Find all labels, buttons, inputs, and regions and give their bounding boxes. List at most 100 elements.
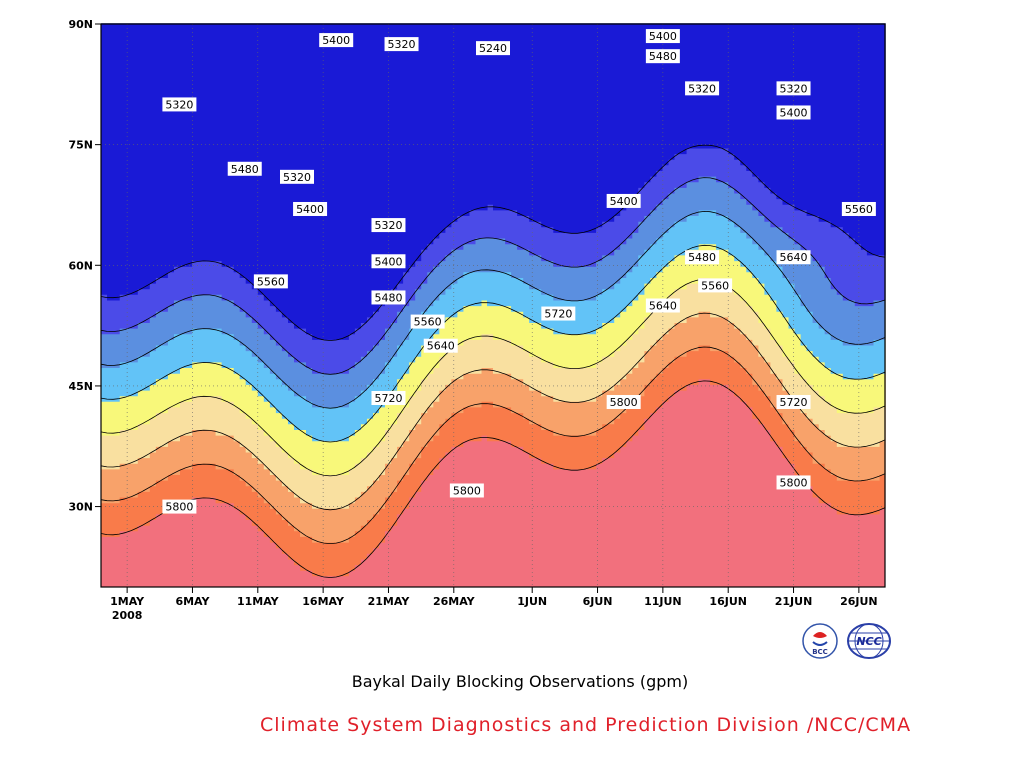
contour-labels: 5320 5480 5320 5400 5560 5400 5320 5240 5320 5400… [162,29,876,514]
svg-text:5400: 5400 [322,34,350,47]
svg-text:5400: 5400 [780,106,808,119]
x-tick-label: 26JUN [840,595,878,608]
svg-text:5320: 5320 [388,38,416,51]
svg-text:5480: 5480 [649,50,677,63]
contour-label: 5320 [371,218,406,233]
contour-label: 5720 [776,395,811,410]
contour-fills [101,23,886,577]
svg-text:5400: 5400 [374,255,402,268]
svg-text:5560: 5560 [257,275,285,288]
contour-label: 5720 [541,306,576,321]
plot-frame [100,23,886,588]
contour-label: 5400 [371,254,406,269]
contour-label: 5320 [384,37,419,52]
contour-label: 5480 [371,290,406,305]
contour-label: 5320 [776,81,811,96]
chart-caption: Baykal Daily Blocking Observations (gpm) [351,672,689,691]
svg-text:5560: 5560 [845,203,873,216]
svg-text:5400: 5400 [649,30,677,43]
contour-label: 5400 [319,33,354,48]
contour-label: 5560 [841,201,876,216]
contour-line-5800 [100,380,886,578]
svg-text:5800: 5800 [780,476,808,489]
bcc-logo: BCC [802,623,838,659]
svg-text:5240: 5240 [479,42,507,55]
svg-text:5320: 5320 [165,98,193,111]
x-tick-label: 26MAY [433,595,476,608]
y-axis: 30N 45N 60N 75N 90N [68,18,101,514]
contour-label: 5400 [293,201,328,216]
contour-label: 5320 [280,169,314,184]
contour-label: 5320 [685,81,720,96]
blocking-chart: 5320 5480 5320 5400 5560 5400 5320 5240 5320 5400… [68,18,886,622]
svg-text:5800: 5800 [610,396,638,409]
x-tick-label: 11JUN [644,595,682,608]
credit-line: Climate System Diagnostics and Predictio… [260,714,912,736]
x-tick-label: 6JUN [583,595,613,608]
contour-label: 5720 [371,390,406,405]
svg-text:5320: 5320 [688,82,716,95]
svg-text:5480: 5480 [231,163,259,176]
contour-label: 5800 [162,499,197,514]
svg-text:5720: 5720 [780,396,808,409]
y-tick-label: 30N [68,501,93,514]
x-tick-label: 16MAY [302,595,345,608]
svg-text:5720: 5720 [374,392,402,405]
contour-lines [100,144,886,578]
contour-label: 5400 [606,193,641,208]
svg-text:5560: 5560 [414,316,442,329]
svg-text:5320: 5320 [283,171,311,184]
contour-label: 5640 [645,298,680,313]
svg-text:5320: 5320 [374,219,402,232]
contour-line-5640 [100,312,886,511]
x-tick-label: 6MAY [175,595,210,608]
svg-text:5800: 5800 [453,484,481,497]
y-tick-label: 90N [68,18,93,31]
contour-label: 5560 [410,314,445,329]
bcc-logo-text: BCC [812,648,828,656]
contour-line-5720 [100,346,886,544]
contour-label: 5640 [423,338,458,353]
svg-text:5640: 5640 [780,251,808,264]
contour-line-5320 [100,177,886,375]
svg-text:5480: 5480 [374,291,402,304]
contour-label: 5480 [227,161,262,176]
svg-text:5480: 5480 [688,251,716,264]
contour-label: 5400 [776,105,811,120]
x-tick-label: 21MAY [368,595,411,608]
contour-label: 5800 [606,395,641,410]
x-axis: 1MAY 6MAY 11MAY 16MAY 21MAY 26MAY 1JUN 6JUN 11JU… [110,587,878,622]
svg-text:5800: 5800 [165,501,193,514]
svg-text:5400: 5400 [296,203,324,216]
x-tick-label: 21JUN [775,595,813,608]
svg-text:5720: 5720 [544,308,572,321]
x-tick-label: 16JUN [709,595,747,608]
plot-area: 5320 5480 5320 5400 5560 5400 5320 5240 5320 5400… [100,23,886,588]
y-tick-label: 75N [68,139,93,152]
svg-text:5640: 5640 [427,340,455,353]
contour-label: 5320 [162,97,197,112]
contour-label: 5240 [476,41,510,56]
y-tick-label: 60N [68,259,93,272]
x-tick-label: 1MAY [110,595,145,608]
contour-label: 5640 [776,250,811,265]
contour-label: 5560 [253,274,288,289]
contour-label: 5800 [776,475,811,490]
x-tick-label: 11MAY [237,595,280,608]
contour-label: 5400 [645,29,680,44]
contour-line-5400 [100,211,886,409]
svg-text:5560: 5560 [701,279,729,292]
contour-label: 5800 [449,483,484,498]
svg-text:5400: 5400 [610,195,638,208]
ncc-logo-text: NCC [856,635,881,648]
x-year-label: 2008 [112,609,143,622]
band-0 [101,23,886,340]
contour-line-5560 [100,278,886,477]
y-tick-label: 45N [68,380,93,393]
contour-label: 5480 [645,49,680,64]
svg-text:5320: 5320 [780,82,808,95]
ncc-logo: NCC [847,623,891,659]
svg-text:5640: 5640 [649,300,677,313]
x-tick-label: 1JUN [517,595,547,608]
contour-label: 5560 [698,278,733,293]
